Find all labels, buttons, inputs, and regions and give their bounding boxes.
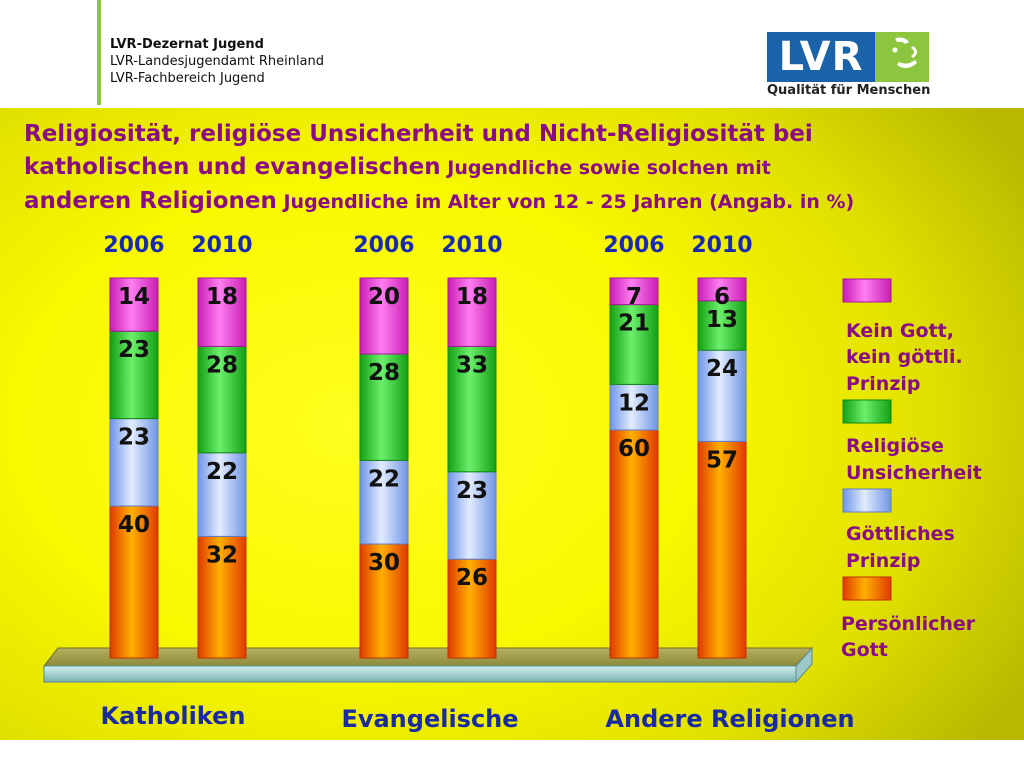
bar-segment [697,440,747,659]
bar-segment [359,353,409,461]
bar-segment [109,277,159,332]
data-label: 18 [206,284,238,310]
bar-segment [197,345,247,454]
org-line-2: LVR-Landesjugendamt Rheinland [110,54,325,69]
legend-swatch [842,488,892,513]
data-label: 22 [206,459,238,485]
data-label: 6 [714,284,730,310]
legend-label: Prinzip [846,373,921,395]
lvr-logo: LVR Qualität für Menschen [767,32,931,102]
header-accent-bar [97,0,101,105]
data-label: 40 [118,512,150,538]
org-line-1: LVR-Dezernat Jugend [110,37,264,52]
chart-floor [42,646,814,684]
data-label: 28 [368,360,400,386]
labels-layer: 40 23 23 14 32 22 28 18 30 22 28 20 26 23 33 18 60 12 217 5… [101,233,855,733]
data-label: 23 [118,337,150,363]
logo-face-icon [875,32,929,82]
footer-strip [0,740,1024,768]
data-label: 24 [706,356,738,382]
legend-label: kein göttli. [846,346,963,368]
bar-segment [109,330,159,420]
legend-label: Kein Gott, [846,320,954,342]
data-label: 57 [706,447,738,473]
bar-segment [359,277,409,355]
data-label: 20 [368,284,400,310]
bar-segment [609,383,659,431]
bar-segment [447,471,497,560]
title-line-1: Religiosität, religiöse Unsicherheit und… [24,121,813,147]
legend-swatch [842,576,892,601]
data-label: 12 [618,390,650,416]
header: LVR-Dezernat Jugend LVR-Landesjugendamt … [0,0,1024,108]
data-label: 32 [206,542,238,568]
bar-segment [697,277,747,302]
data-label: 14 [118,284,150,310]
bar-segment [609,304,659,385]
data-label: 18 [456,284,488,310]
title-line-3b: Jugendliche im Alter von 12 - 25 Jahren … [276,191,855,213]
bar-segment [197,277,247,347]
chart-title: Religiosität, religiöse Unsicherheit und… [24,118,1014,219]
chart-panel [0,108,1024,740]
logo-lvr-text: LVR [767,32,875,82]
bar-segment [109,418,159,507]
year-label: 2010 [691,233,752,258]
bar-segment [109,505,159,659]
data-label: 22 [368,466,400,492]
data-label: 7 [626,284,642,310]
data-label: 33 [456,352,488,378]
bar-segment [197,535,247,659]
legend-label: Religiöse [846,435,944,457]
logo-box: LVR [767,32,929,82]
legend-swatch [842,278,892,303]
legend-label: Persönlicher [841,613,976,635]
title-line-3a: anderen Religionen [24,188,277,214]
legend: Kein Gott, kein göttli. Prinzip Religiöse Un… [841,278,982,661]
year-label: 2006 [353,233,414,258]
bars-layer [109,277,747,659]
title-line-2b: Jugendliche sowie solchen mit [440,157,771,179]
year-label: 2006 [603,233,664,258]
data-label: 30 [368,550,400,576]
year-label: 2010 [441,233,502,258]
bar-segment [697,300,747,351]
logo-tagline: Qualität für Menschen [767,83,931,98]
legend-label: Göttliches [846,523,955,545]
group-label: Katholiken [101,702,246,730]
bar-segment [447,277,497,347]
org-line-3: LVR-Fachbereich Jugend [110,71,265,86]
group-label: Evangelische [341,705,518,733]
legend-swatch [842,399,892,424]
legend-label: Unsicherheit [846,462,982,484]
data-label: 23 [456,478,488,504]
year-label: 2006 [103,233,164,258]
data-label: 28 [206,352,238,378]
legend-label: Gott [841,639,888,661]
bar-segment [197,452,247,537]
data-label: 21 [618,311,650,337]
bar-segment [447,558,497,659]
legend-label: Prinzip [846,550,921,572]
data-label: 13 [706,307,738,333]
group-label: Andere Religionen [605,705,854,733]
bar-segment [697,349,747,442]
bar-segment [359,459,409,545]
title-line-2a: katholischen und evangelischen [24,154,441,180]
data-label: 60 [618,436,650,462]
data-label: 23 [118,425,150,451]
bar-segment [359,543,409,659]
bar-segment [447,345,497,473]
bar-segment [609,429,659,659]
organization-block: LVR-Dezernat Jugend LVR-Landesjugendamt … [110,36,324,87]
data-label: 26 [456,565,488,591]
year-label: 2010 [191,233,252,258]
bar-segment [609,277,659,306]
